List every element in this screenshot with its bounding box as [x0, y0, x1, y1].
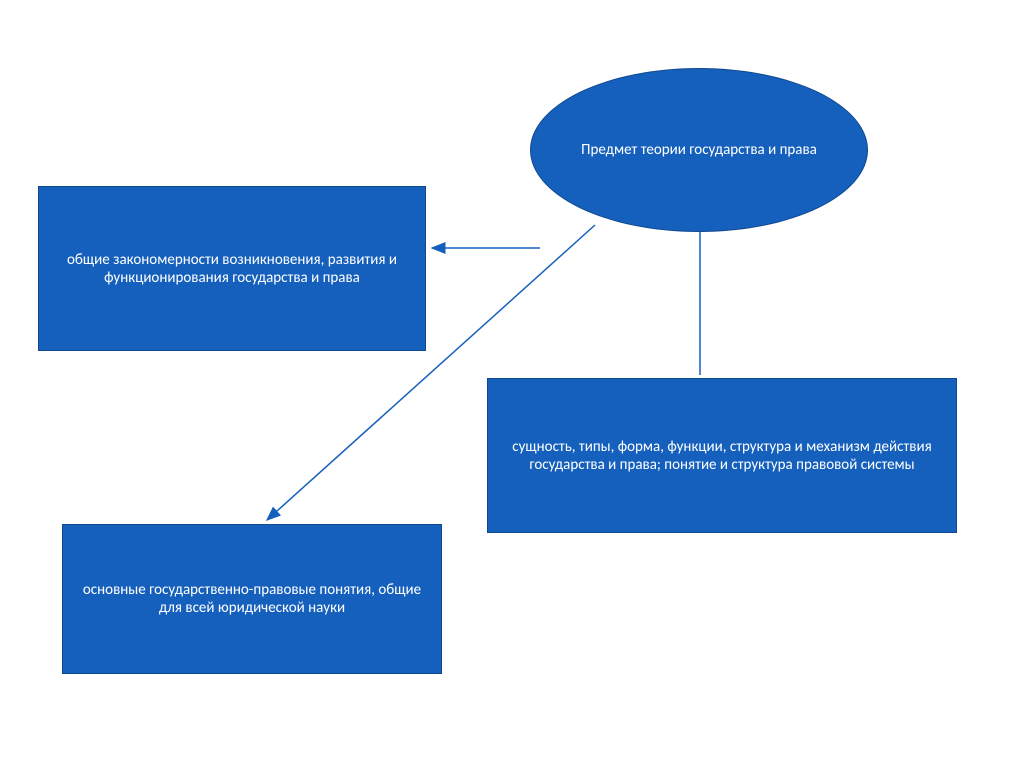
box3-label: основные государственно-правовые понятия…	[81, 581, 423, 617]
box-essence: сущность, типы, форма, функции, структур…	[487, 378, 957, 533]
box-concepts: основные государственно-правовые понятия…	[62, 524, 442, 674]
root-label: Предмет теории государства и права	[581, 141, 817, 159]
box-regularities: общие закономерности возникновения, разв…	[38, 186, 426, 351]
root-ellipse: Предмет теории государства и права	[530, 68, 868, 232]
box2-label: сущность, типы, форма, функции, структур…	[506, 438, 938, 474]
box1-label: общие закономерности возникновения, разв…	[57, 251, 407, 287]
